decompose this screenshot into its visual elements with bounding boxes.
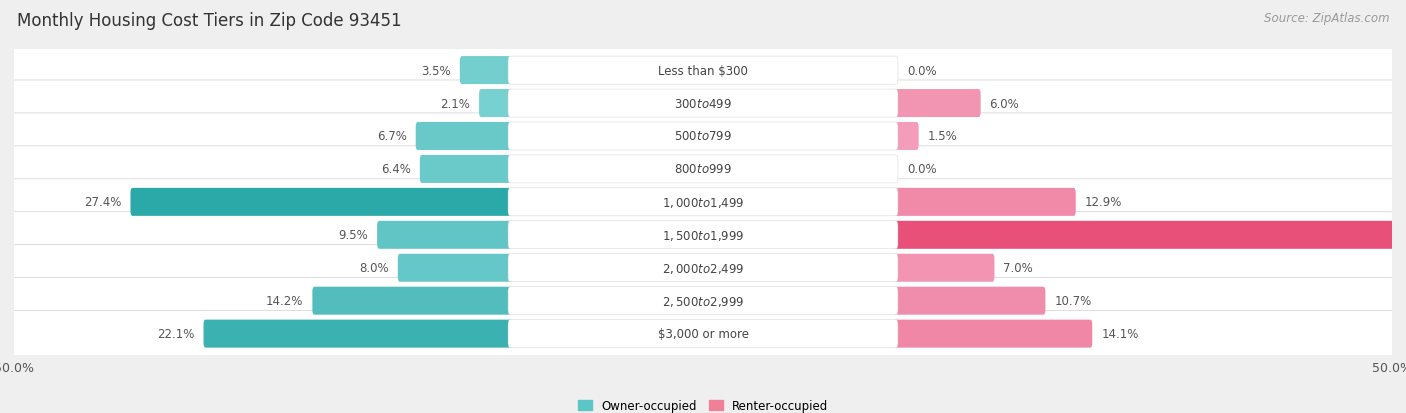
FancyBboxPatch shape [11,114,1395,160]
Text: 6.0%: 6.0% [990,97,1019,110]
Text: 14.2%: 14.2% [266,294,304,307]
Text: 2.1%: 2.1% [440,97,470,110]
Text: Monthly Housing Cost Tiers in Zip Code 93451: Monthly Housing Cost Tiers in Zip Code 9… [17,12,402,30]
Text: 14.1%: 14.1% [1101,328,1139,340]
Text: $3,000 or more: $3,000 or more [658,328,748,340]
Legend: Owner-occupied, Renter-occupied: Owner-occupied, Renter-occupied [572,394,834,413]
Text: 3.5%: 3.5% [422,64,451,77]
FancyBboxPatch shape [508,90,898,118]
Text: 8.0%: 8.0% [359,261,389,275]
Text: 7.0%: 7.0% [1004,261,1033,275]
FancyBboxPatch shape [508,221,898,249]
FancyBboxPatch shape [508,123,898,151]
FancyBboxPatch shape [894,221,1406,249]
FancyBboxPatch shape [508,320,898,348]
FancyBboxPatch shape [11,179,1395,225]
FancyBboxPatch shape [11,311,1395,357]
FancyBboxPatch shape [11,48,1395,94]
FancyBboxPatch shape [398,254,512,282]
Text: 22.1%: 22.1% [157,328,194,340]
FancyBboxPatch shape [11,147,1395,192]
FancyBboxPatch shape [11,81,1395,127]
FancyBboxPatch shape [508,188,898,216]
Text: 6.4%: 6.4% [381,163,411,176]
Text: 6.7%: 6.7% [377,130,406,143]
Text: 12.9%: 12.9% [1084,196,1122,209]
Text: 10.7%: 10.7% [1054,294,1091,307]
Text: 9.5%: 9.5% [339,229,368,242]
FancyBboxPatch shape [894,123,918,151]
Text: 1.5%: 1.5% [928,130,957,143]
Text: 0.0%: 0.0% [907,64,936,77]
Text: 0.0%: 0.0% [907,163,936,176]
FancyBboxPatch shape [416,123,512,151]
FancyBboxPatch shape [894,188,1076,216]
Text: Less than $300: Less than $300 [658,64,748,77]
FancyBboxPatch shape [11,278,1395,324]
FancyBboxPatch shape [894,254,994,282]
FancyBboxPatch shape [131,188,512,216]
FancyBboxPatch shape [508,287,898,315]
Text: $1,000 to $1,499: $1,000 to $1,499 [662,195,744,209]
Text: $500 to $799: $500 to $799 [673,130,733,143]
FancyBboxPatch shape [894,90,980,118]
Text: $2,500 to $2,999: $2,500 to $2,999 [662,294,744,308]
FancyBboxPatch shape [894,320,1092,348]
FancyBboxPatch shape [479,90,512,118]
Text: 27.4%: 27.4% [84,196,121,209]
FancyBboxPatch shape [894,287,1046,315]
FancyBboxPatch shape [508,156,898,183]
FancyBboxPatch shape [377,221,512,249]
FancyBboxPatch shape [460,57,512,85]
Text: $300 to $499: $300 to $499 [673,97,733,110]
Text: $1,500 to $1,999: $1,500 to $1,999 [662,228,744,242]
FancyBboxPatch shape [420,156,512,183]
FancyBboxPatch shape [312,287,512,315]
Text: Source: ZipAtlas.com: Source: ZipAtlas.com [1264,12,1389,25]
Text: $2,000 to $2,499: $2,000 to $2,499 [662,261,744,275]
FancyBboxPatch shape [204,320,512,348]
FancyBboxPatch shape [11,245,1395,291]
FancyBboxPatch shape [508,57,898,85]
Text: $800 to $999: $800 to $999 [673,163,733,176]
FancyBboxPatch shape [508,254,898,282]
FancyBboxPatch shape [11,212,1395,258]
